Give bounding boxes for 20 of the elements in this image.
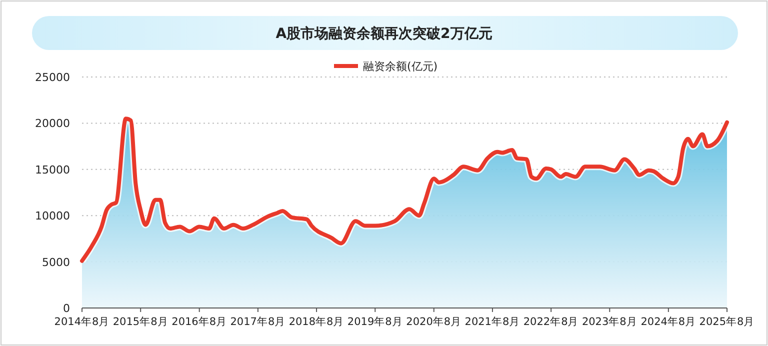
y-tick-label: 25000 <box>35 71 70 84</box>
x-tick-label: 2019年8月 <box>347 316 403 328</box>
x-tick-label: 2021年8月 <box>464 316 520 328</box>
x-tick-label: 2014年8月 <box>54 316 110 328</box>
y-tick-label: 5000 <box>42 256 70 269</box>
x-tick-label: 2020年8月 <box>406 316 462 328</box>
x-tick-label: 2023年8月 <box>582 316 638 328</box>
x-tick-label: 2015年8月 <box>112 316 168 328</box>
x-tick-label: 2017年8月 <box>230 316 286 328</box>
x-tick-label: 2018年8月 <box>288 316 344 328</box>
y-tick-label: 10000 <box>35 210 70 223</box>
y-tick-label: 0 <box>63 302 70 315</box>
x-tick-label: 2025年8月 <box>699 316 755 328</box>
y-tick-label: 15000 <box>35 163 70 176</box>
x-tick-label: 2024年8月 <box>640 316 696 328</box>
y-tick-label: 20000 <box>35 117 70 130</box>
legend-label: 融资余额(亿元) <box>363 60 438 73</box>
x-tick-label: 2016年8月 <box>172 316 228 328</box>
chart-title: A股市场融资余额再次突破2万亿元 <box>276 25 492 42</box>
x-tick-label: 2022年8月 <box>523 316 579 328</box>
